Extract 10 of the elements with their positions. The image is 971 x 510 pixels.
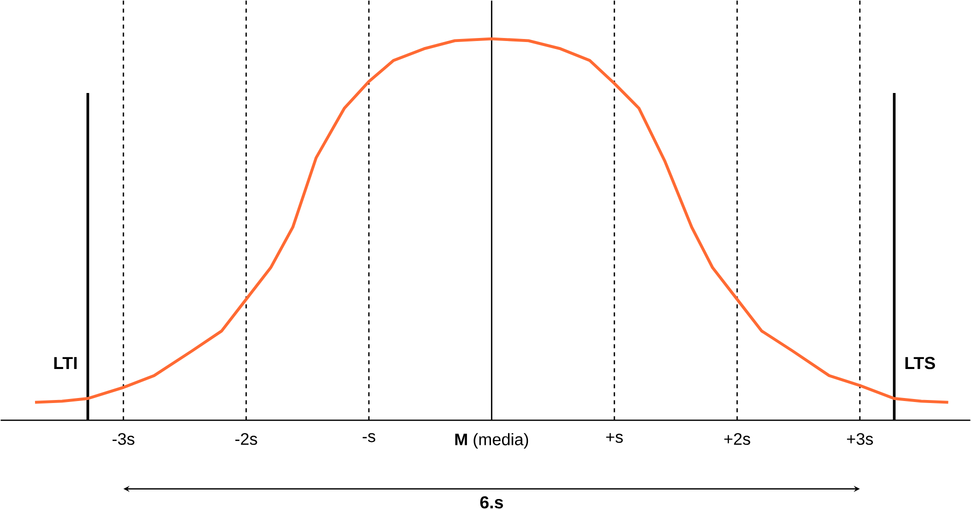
- x-tick-label: +s: [606, 433, 623, 443]
- x-tick-label: +3s: [847, 433, 873, 445]
- x-tick-label: -s: [362, 433, 376, 442]
- ref-line-label: LTI: [54, 357, 77, 370]
- x-tick-label: M (media): [455, 433, 528, 449]
- x-tick-label: -2s: [235, 433, 258, 445]
- x-tick-label: +2s: [724, 433, 750, 445]
- ref-line-label: LTS: [905, 356, 936, 370]
- x-tick-label: -3s: [112, 433, 134, 445]
- text: 6.s: [480, 496, 503, 509]
